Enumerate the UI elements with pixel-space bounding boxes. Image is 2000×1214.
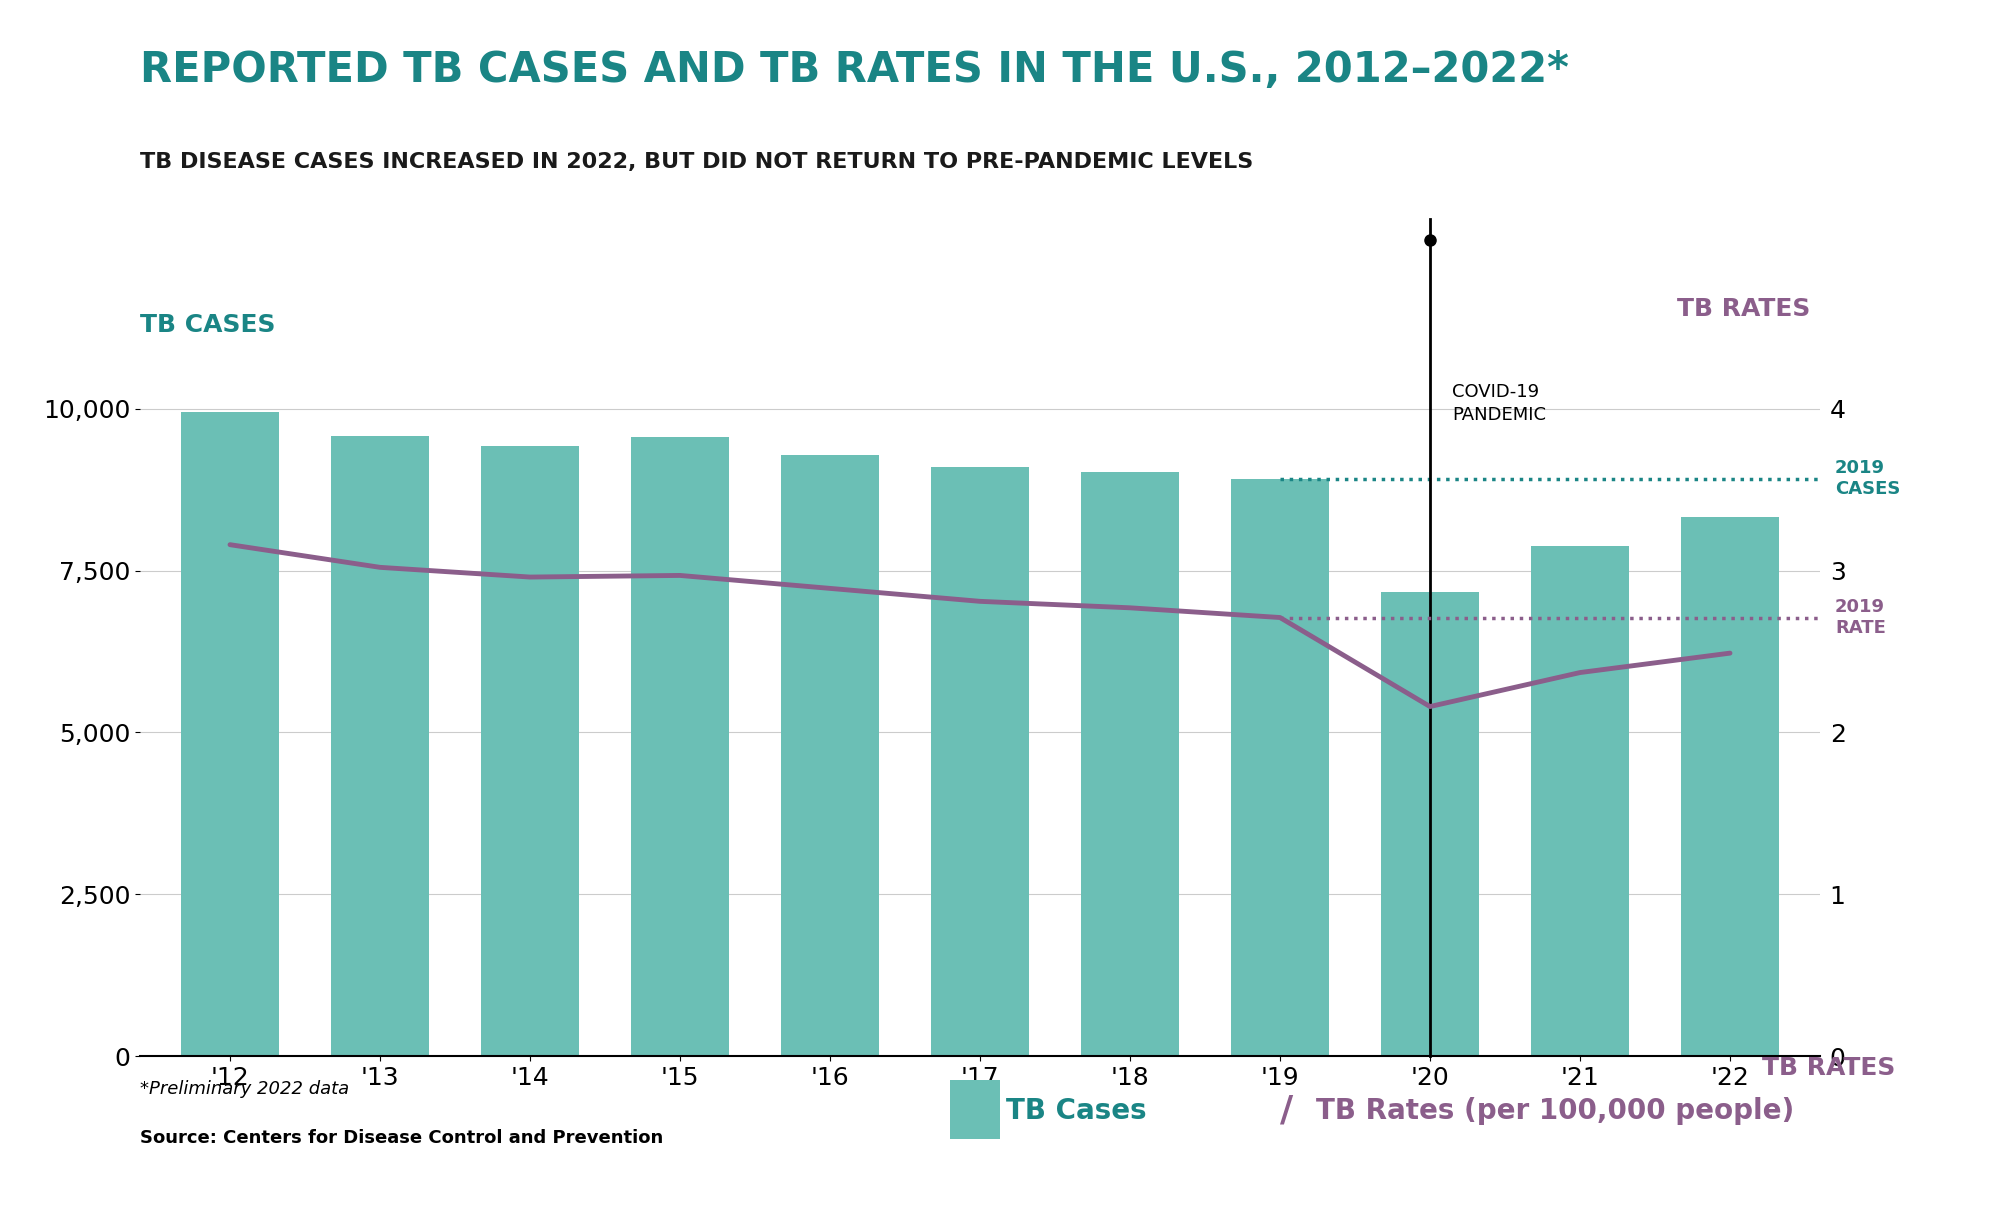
Text: TB CASES: TB CASES	[140, 313, 276, 337]
Bar	[1082, 472, 1178, 1056]
Text: TB Rates (per 100,000 people): TB Rates (per 100,000 people)	[1316, 1096, 1794, 1125]
Bar	[1682, 517, 1778, 1056]
Text: TB Cases: TB Cases	[1006, 1096, 1146, 1125]
Text: COVID-19
PANDEMIC: COVID-19 PANDEMIC	[1452, 382, 1546, 425]
Text: TB RATES: TB RATES	[1762, 1056, 1894, 1080]
Bar	[782, 455, 878, 1056]
Bar	[482, 447, 578, 1056]
Bar	[182, 413, 278, 1056]
Bar	[332, 436, 428, 1056]
Text: Source: Centers for Disease Control and Prevention: Source: Centers for Disease Control and …	[140, 1129, 664, 1147]
Bar	[1232, 478, 1328, 1056]
Bar	[932, 467, 1028, 1056]
Text: TB DISEASE CASES INCREASED IN 2022, BUT DID NOT RETURN TO PRE-PANDEMIC LEVELS: TB DISEASE CASES INCREASED IN 2022, BUT …	[140, 152, 1254, 171]
Text: REPORTED TB CASES AND TB RATES IN THE U.S., 2012–2022*: REPORTED TB CASES AND TB RATES IN THE U.…	[140, 49, 1568, 91]
Text: 2019
CASES: 2019 CASES	[1834, 459, 1900, 498]
Text: *Preliminary 2022 data: *Preliminary 2022 data	[140, 1080, 350, 1099]
Bar	[632, 437, 728, 1056]
Bar	[1532, 546, 1628, 1056]
Text: /: /	[1280, 1094, 1294, 1128]
Text: 2019
RATE: 2019 RATE	[1834, 599, 1886, 637]
Bar	[1382, 591, 1478, 1056]
Text: TB RATES: TB RATES	[1676, 297, 1810, 322]
